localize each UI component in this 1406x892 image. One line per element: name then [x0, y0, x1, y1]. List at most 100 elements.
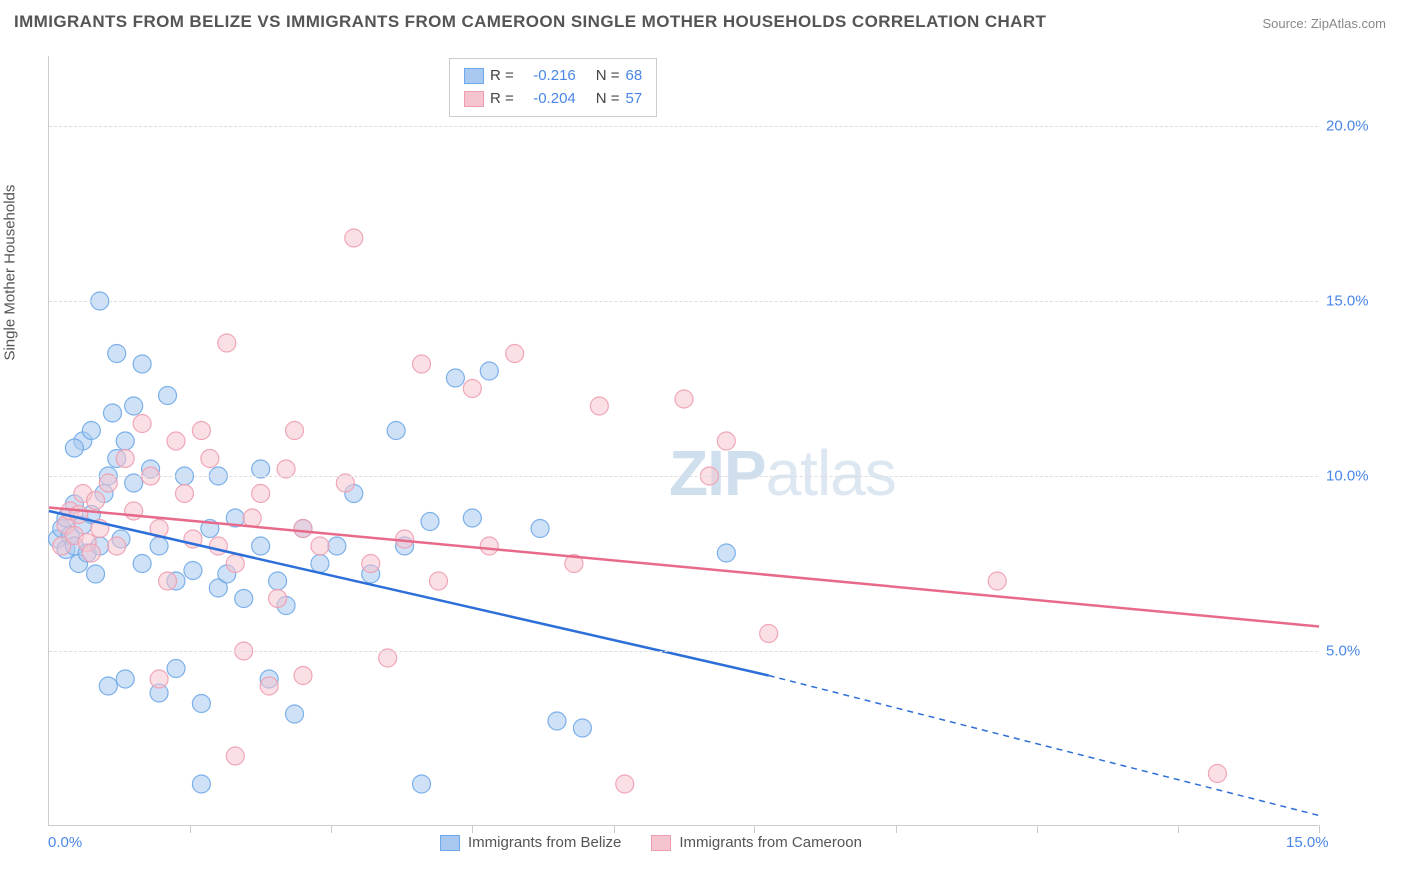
legend-row-cameroon: R = -0.204 N = 57 [464, 88, 642, 111]
scatter-point [548, 712, 566, 730]
scatter-point [760, 625, 778, 643]
plot-area: R = -0.216 N = 68 R = -0.204 N = 57 ZIPa… [48, 56, 1318, 826]
r-label: R = [490, 65, 514, 88]
n-label: N = [596, 65, 620, 88]
scatter-point [675, 390, 693, 408]
scatter-point [294, 667, 312, 685]
scatter-point [192, 775, 210, 793]
scatter-point [387, 422, 405, 440]
x-tick [331, 825, 332, 833]
scatter-point [116, 432, 134, 450]
swatch-belize [464, 68, 484, 84]
scatter-point [429, 572, 447, 590]
x-tick [614, 825, 615, 833]
scatter-point [446, 369, 464, 387]
source-attribution: Source: ZipAtlas.com [1262, 16, 1386, 31]
gridline-h [49, 476, 1318, 477]
scatter-point [184, 562, 202, 580]
scatter-point [286, 705, 304, 723]
scatter-point [104, 404, 122, 422]
scatter-point [201, 450, 219, 468]
x-tick [754, 825, 755, 833]
scatter-point [328, 537, 346, 555]
y-tick-label: 20.0% [1326, 118, 1369, 135]
series-legend: Immigrants from Belize Immigrants from C… [440, 834, 862, 851]
scatter-point [108, 537, 126, 555]
scatter-point [1208, 765, 1226, 783]
x-tick [472, 825, 473, 833]
x-tick [1319, 825, 1320, 833]
legend-row-belize: R = -0.216 N = 68 [464, 65, 642, 88]
x-axis-label-min: 0.0% [48, 834, 82, 851]
scatter-point [116, 450, 134, 468]
scatter-point [311, 537, 329, 555]
scatter-point [421, 513, 439, 531]
correlation-legend: R = -0.216 N = 68 R = -0.204 N = 57 [449, 58, 657, 117]
scatter-point [362, 555, 380, 573]
scatter-point [65, 439, 83, 457]
y-tick-label: 10.0% [1326, 468, 1369, 485]
x-tick [896, 825, 897, 833]
scatter-point [150, 670, 168, 688]
regression-line-extrapolated [769, 676, 1319, 816]
n-value: 57 [626, 88, 643, 111]
scatter-point [133, 415, 151, 433]
scatter-point [87, 492, 105, 510]
scatter-point [167, 432, 185, 450]
x-tick [1178, 825, 1179, 833]
scatter-point [87, 565, 105, 583]
scatter-point [616, 775, 634, 793]
scatter-point [463, 380, 481, 398]
n-label: N = [596, 88, 620, 111]
scatter-point [175, 485, 193, 503]
scatter-point [294, 520, 312, 538]
scatter-point [311, 555, 329, 573]
scatter-point [252, 537, 270, 555]
scatter-point [235, 590, 253, 608]
legend-item-cameroon: Immigrants from Cameroon [651, 834, 862, 851]
scatter-point [82, 544, 100, 562]
n-value: 68 [626, 65, 643, 88]
scatter-point [260, 677, 278, 695]
scatter-point [159, 387, 177, 405]
x-tick [1037, 825, 1038, 833]
r-value: -0.216 [520, 65, 576, 88]
scatter-point [125, 502, 143, 520]
y-tick-label: 5.0% [1326, 643, 1360, 660]
scatter-point [717, 544, 735, 562]
scatter-point [108, 345, 126, 363]
scatter-point [133, 555, 151, 573]
scatter-point [480, 537, 498, 555]
scatter-point [286, 422, 304, 440]
scatter-point [159, 572, 177, 590]
legend-label: Immigrants from Cameroon [679, 834, 862, 851]
chart-title: IMMIGRANTS FROM BELIZE VS IMMIGRANTS FRO… [14, 12, 1046, 32]
r-label: R = [490, 88, 514, 111]
scatter-point [70, 506, 88, 524]
legend-item-belize: Immigrants from Belize [440, 834, 621, 851]
gridline-h [49, 301, 1318, 302]
gridline-h [49, 651, 1318, 652]
scatter-point [590, 397, 608, 415]
gridline-h [49, 126, 1318, 127]
scatter-point [116, 670, 134, 688]
legend-label: Immigrants from Belize [468, 834, 621, 851]
y-axis-title: Single Mother Households [2, 185, 19, 361]
scatter-point [413, 775, 431, 793]
x-tick [190, 825, 191, 833]
scatter-point [192, 422, 210, 440]
scatter-point [988, 572, 1006, 590]
scatter-point [480, 362, 498, 380]
scatter-point [167, 660, 185, 678]
scatter-point [573, 719, 591, 737]
scatter-chart-svg [49, 56, 1318, 825]
scatter-point [192, 695, 210, 713]
scatter-point [226, 555, 244, 573]
swatch-belize [440, 835, 460, 851]
scatter-point [506, 345, 524, 363]
scatter-point [269, 590, 287, 608]
swatch-cameroon [651, 835, 671, 851]
scatter-point [269, 572, 287, 590]
scatter-point [252, 485, 270, 503]
scatter-point [717, 432, 735, 450]
